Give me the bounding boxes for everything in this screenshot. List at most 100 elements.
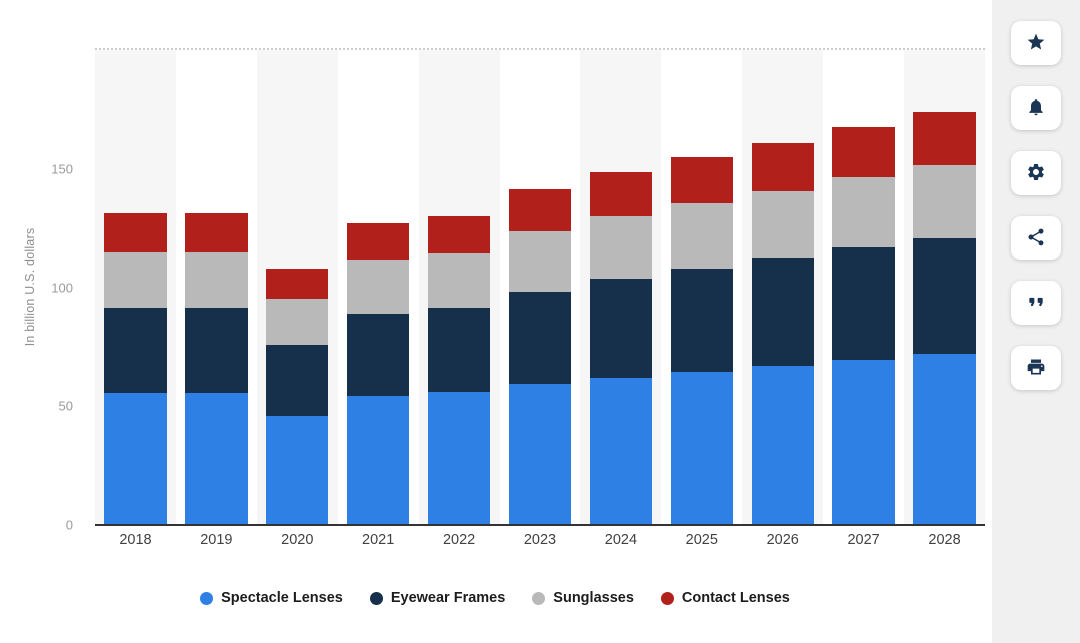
y-axis: 0 50 100 150	[0, 50, 85, 532]
legend-marker	[532, 591, 546, 605]
plot-column	[500, 50, 581, 525]
stacked-bar-2028[interactable]	[913, 111, 976, 525]
plot-column	[742, 50, 824, 525]
x-axis-label: 2027	[847, 532, 880, 548]
bar-segment-spectacle-lenses[interactable]	[508, 383, 572, 525]
y-tick-label: 50	[58, 398, 73, 414]
bar-segment-eyewear-frames[interactable]	[104, 307, 167, 394]
bar-segment-sunglasses[interactable]	[185, 251, 248, 308]
plot-column	[904, 50, 985, 525]
bar-segment-contact-lenses[interactable]	[670, 156, 733, 204]
y-tick-label: 0	[65, 517, 73, 533]
bar-segment-spectacle-lenses[interactable]	[104, 393, 167, 525]
x-axis-labels: 2018 2019 2020 2021 2022 2023 2024 2025 2026 2027…	[95, 532, 985, 548]
stacked-bar-2018[interactable]	[104, 212, 167, 525]
x-axis-label: 2018	[119, 532, 152, 548]
bar-segment-sunglasses[interactable]	[913, 165, 976, 238]
x-axis-label: 2022	[442, 532, 476, 548]
plot-column	[580, 50, 662, 525]
bar-segment-eyewear-frames[interactable]	[670, 268, 733, 372]
settings-button[interactable]	[1011, 151, 1061, 195]
legend-marker	[200, 591, 214, 605]
plot-column	[95, 50, 176, 525]
bar-segment-spectacle-lenses[interactable]	[832, 359, 895, 525]
bar-segment-contact-lenses[interactable]	[427, 216, 491, 254]
share-button[interactable]	[1011, 216, 1061, 260]
stacked-bar-2026[interactable]	[751, 142, 814, 525]
x-axis-label: 2021	[362, 532, 395, 548]
bar-segment-contact-lenses[interactable]	[104, 212, 167, 252]
bar-segment-spectacle-lenses[interactable]	[347, 395, 410, 525]
plot-column	[176, 50, 257, 525]
bar-segment-sunglasses[interactable]	[670, 203, 733, 269]
x-axis-label: 2024	[604, 532, 638, 548]
favorite-button[interactable]	[1011, 21, 1061, 65]
stacked-bar-2022[interactable]	[427, 216, 491, 525]
bar-segment-contact-lenses[interactable]	[266, 268, 329, 300]
legend-marker	[660, 591, 674, 605]
bar-segment-spectacle-lenses[interactable]	[913, 354, 976, 525]
legend-item-eyewear-frames: Eyewear Frames	[369, 590, 505, 606]
stacked-bar-2021[interactable]	[347, 223, 410, 525]
bar-segment-spectacle-lenses[interactable]	[427, 392, 491, 525]
bar-segment-eyewear-frames[interactable]	[589, 279, 653, 378]
quote-icon	[1026, 292, 1046, 315]
bar-segment-sunglasses[interactable]	[508, 230, 572, 293]
stacked-bar-2023[interactable]	[508, 188, 572, 525]
y-tick-label: 150	[51, 161, 73, 177]
bar-segment-contact-lenses[interactable]	[751, 142, 814, 192]
stacked-bar-2020[interactable]	[266, 268, 329, 525]
bar-segment-eyewear-frames[interactable]	[427, 307, 491, 392]
bar-segment-spectacle-lenses[interactable]	[185, 393, 248, 525]
bar-segment-contact-lenses[interactable]	[508, 188, 572, 231]
stacked-bar-2024[interactable]	[589, 172, 653, 525]
bar-segment-sunglasses[interactable]	[266, 299, 329, 345]
stacked-bar-2019[interactable]	[185, 212, 248, 525]
legend: Spectacle Lenses Eyewear Frames Sunglasses…	[0, 590, 990, 606]
bar-segment-contact-lenses[interactable]	[589, 172, 653, 217]
plot-column	[338, 50, 419, 525]
print-button[interactable]	[1011, 346, 1061, 390]
bar-segment-sunglasses[interactable]	[104, 251, 167, 308]
bar-segment-contact-lenses[interactable]	[185, 212, 248, 252]
legend-label: Contact Lenses	[681, 590, 790, 606]
bar-segment-sunglasses[interactable]	[589, 216, 653, 280]
y-tick-label: 100	[51, 280, 73, 295]
notifications-button[interactable]	[1011, 86, 1061, 130]
bar-segment-eyewear-frames[interactable]	[266, 344, 329, 416]
legend-label: Spectacle Lenses	[221, 590, 343, 606]
bar-segment-eyewear-frames[interactable]	[508, 292, 572, 384]
bar-segment-contact-lenses[interactable]	[913, 111, 976, 166]
bar-segment-eyewear-frames[interactable]	[832, 247, 895, 360]
legend-item-contact-lenses: Contact Lenses	[660, 590, 790, 606]
x-axis-label: 2025	[685, 532, 718, 548]
bar-segment-eyewear-frames[interactable]	[751, 257, 814, 366]
x-axis-label: 2020	[281, 532, 314, 548]
bar-segment-eyewear-frames[interactable]	[185, 307, 248, 394]
bar-segment-spectacle-lenses[interactable]	[670, 371, 733, 525]
side-toolbar	[992, 0, 1080, 643]
x-axis-label: 2026	[766, 532, 799, 548]
bar-segment-spectacle-lenses[interactable]	[751, 365, 814, 525]
citation-button[interactable]	[1011, 281, 1061, 325]
bar-segment-sunglasses[interactable]	[347, 260, 410, 314]
bar-segment-sunglasses[interactable]	[427, 253, 491, 308]
bar-segment-spectacle-lenses[interactable]	[266, 415, 329, 525]
bar-segment-eyewear-frames[interactable]	[347, 313, 410, 396]
stacked-bar-2027[interactable]	[832, 127, 895, 525]
bar-segment-sunglasses[interactable]	[751, 191, 814, 258]
bar-segment-contact-lenses[interactable]	[832, 127, 895, 178]
x-axis-baseline	[95, 523, 985, 526]
plot-column	[256, 50, 338, 525]
plot-column	[418, 50, 500, 525]
bar-segment-eyewear-frames[interactable]	[913, 237, 976, 354]
x-axis-label: 2028	[928, 532, 961, 548]
plot-column	[661, 50, 742, 525]
bar-segment-spectacle-lenses[interactable]	[589, 377, 653, 525]
bar-segment-contact-lenses[interactable]	[347, 223, 410, 261]
bar-segment-sunglasses[interactable]	[832, 177, 895, 248]
x-axis-label: 2019	[200, 532, 233, 548]
plot-column	[823, 50, 904, 525]
stacked-bar-2025[interactable]	[670, 156, 733, 525]
gear-icon	[1026, 162, 1046, 185]
